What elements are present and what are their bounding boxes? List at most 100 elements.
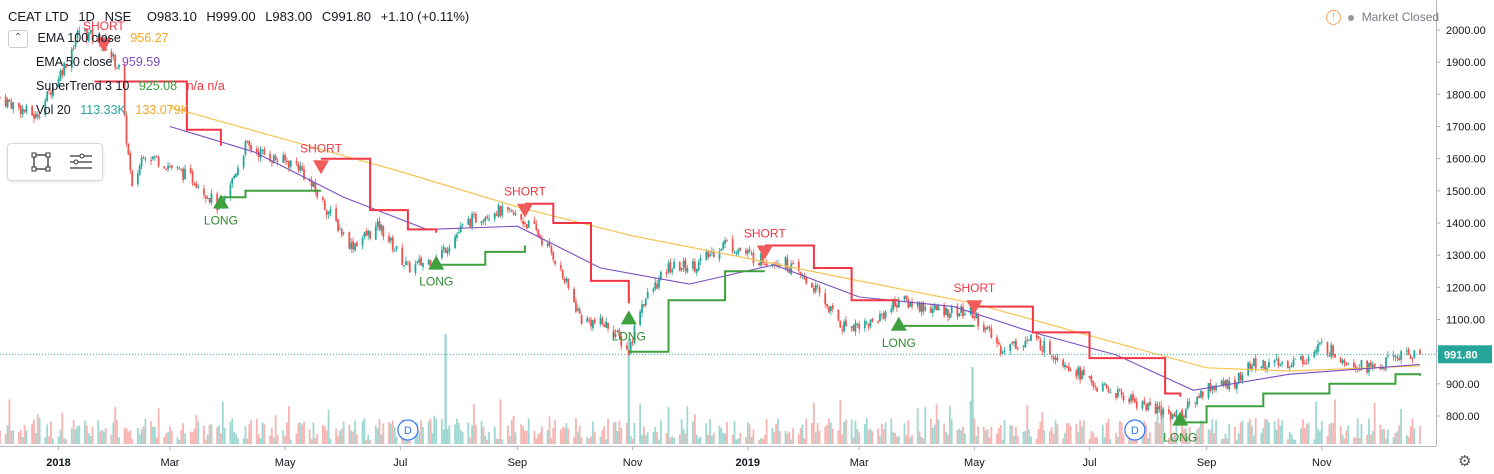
volume-bar bbox=[548, 416, 551, 444]
volume-bar bbox=[1145, 424, 1148, 444]
volume-bar bbox=[620, 427, 623, 444]
volume-bar bbox=[369, 439, 372, 444]
candle-body bbox=[178, 168, 181, 170]
volume-bar bbox=[1319, 430, 1321, 444]
volume-bar bbox=[1079, 420, 1082, 444]
volume-bar bbox=[695, 434, 698, 444]
volume-bar bbox=[869, 428, 872, 444]
volume-bar bbox=[1235, 439, 1238, 444]
candle-body bbox=[797, 262, 800, 271]
volume-bar bbox=[1292, 439, 1295, 444]
volume-bar bbox=[1181, 425, 1183, 444]
candle-body bbox=[276, 160, 279, 162]
volume-bar bbox=[144, 418, 147, 444]
volume-bar bbox=[233, 432, 236, 444]
candle-body bbox=[140, 157, 143, 167]
candle-body bbox=[1251, 365, 1253, 370]
volume-bar bbox=[459, 429, 462, 444]
volume-bar bbox=[221, 401, 224, 444]
volume-bar bbox=[911, 435, 913, 444]
candle-body bbox=[8, 99, 11, 102]
candle-body bbox=[601, 318, 604, 325]
candle-body bbox=[575, 301, 577, 312]
candle-body bbox=[1328, 354, 1331, 356]
volume-bar bbox=[195, 414, 198, 444]
volume-bar bbox=[1368, 418, 1370, 444]
candle-body bbox=[388, 235, 390, 243]
dividend-marker-label: D bbox=[1131, 425, 1139, 437]
volume-bar bbox=[1303, 427, 1306, 444]
candle-body bbox=[448, 247, 451, 252]
candle-body bbox=[165, 168, 168, 170]
indicator-ema100[interactable]: ⌃ EMA 100 close 956.27 bbox=[8, 26, 475, 50]
rectangle-select-icon[interactable] bbox=[30, 151, 52, 173]
candle-body bbox=[977, 314, 980, 327]
volume-bar bbox=[731, 434, 734, 444]
candle-body bbox=[31, 106, 34, 116]
candle-body bbox=[1315, 350, 1318, 353]
indicator-volume[interactable]: Vol 20 113.33K 133.079K bbox=[8, 98, 475, 122]
candle-body bbox=[705, 251, 708, 260]
candle-body bbox=[125, 115, 128, 144]
volume-bar bbox=[316, 433, 319, 444]
volume-bar bbox=[327, 409, 330, 444]
candle-body bbox=[1067, 366, 1070, 371]
volume-bar bbox=[1254, 418, 1257, 444]
candle-body bbox=[1222, 380, 1225, 385]
volume-bar bbox=[363, 418, 366, 444]
signal-markers: SHORT LONG SHORT LONG SHORT LONG SHORT LONG SHOR… bbox=[83, 19, 1197, 445]
volume-bar bbox=[614, 421, 617, 444]
volume-bar bbox=[644, 435, 647, 444]
candle-body bbox=[1056, 357, 1059, 361]
volume-bar bbox=[165, 433, 168, 444]
volume-bar bbox=[527, 418, 530, 444]
volume-bar bbox=[843, 421, 845, 444]
candle-body bbox=[457, 232, 460, 234]
gear-icon[interactable]: ⚙ bbox=[1458, 453, 1472, 470]
candle-body bbox=[988, 326, 991, 329]
candle-body bbox=[459, 225, 462, 232]
volume-bar bbox=[435, 418, 438, 444]
volume-bar bbox=[784, 430, 787, 444]
menu-lines-icon[interactable] bbox=[68, 151, 94, 173]
volume-bar bbox=[1234, 426, 1236, 444]
chevron-up-icon[interactable]: ⌃ bbox=[8, 29, 28, 48]
candle-body bbox=[850, 326, 853, 328]
candle-body bbox=[818, 287, 821, 293]
volume-bar bbox=[461, 432, 464, 444]
time-axis-bg bbox=[0, 446, 1436, 474]
supertrend-short-segment bbox=[321, 157, 438, 233]
volume-bar bbox=[157, 408, 160, 444]
candle-body bbox=[693, 261, 696, 272]
indicator-ema50[interactable]: EMA 50 close 959.59 bbox=[8, 50, 475, 74]
time-tick-label: 2019 bbox=[736, 457, 760, 469]
volume-bar bbox=[718, 425, 721, 444]
volume-bar bbox=[1305, 424, 1308, 444]
candle-body bbox=[1254, 358, 1257, 369]
candle-body bbox=[229, 184, 232, 198]
time-tick-label: Mar bbox=[850, 457, 869, 469]
volume-bar bbox=[1224, 433, 1227, 444]
volume-bar bbox=[1028, 429, 1031, 444]
candle-body bbox=[1211, 386, 1214, 391]
volume-bar bbox=[592, 421, 594, 444]
volume-bar bbox=[288, 405, 290, 444]
candle-body bbox=[340, 229, 343, 235]
candle-body bbox=[962, 306, 964, 317]
volume-bar bbox=[850, 419, 853, 444]
candle-body bbox=[210, 193, 213, 203]
volume-bar bbox=[559, 429, 562, 444]
candle-body bbox=[882, 313, 885, 320]
candle-body bbox=[573, 288, 575, 302]
volume-bar bbox=[1228, 424, 1231, 444]
volume-bar bbox=[1001, 439, 1004, 444]
warning-icon[interactable]: ! bbox=[1326, 10, 1341, 26]
candle-body bbox=[408, 262, 411, 272]
candle-body bbox=[1024, 340, 1027, 348]
volume-bar bbox=[1392, 437, 1395, 444]
candle-body bbox=[614, 333, 617, 337]
candle-body bbox=[507, 206, 509, 210]
indicator-supertrend[interactable]: SuperTrend 3 10 925.08 n/a n/a bbox=[8, 74, 475, 98]
volume-bar bbox=[563, 427, 566, 444]
